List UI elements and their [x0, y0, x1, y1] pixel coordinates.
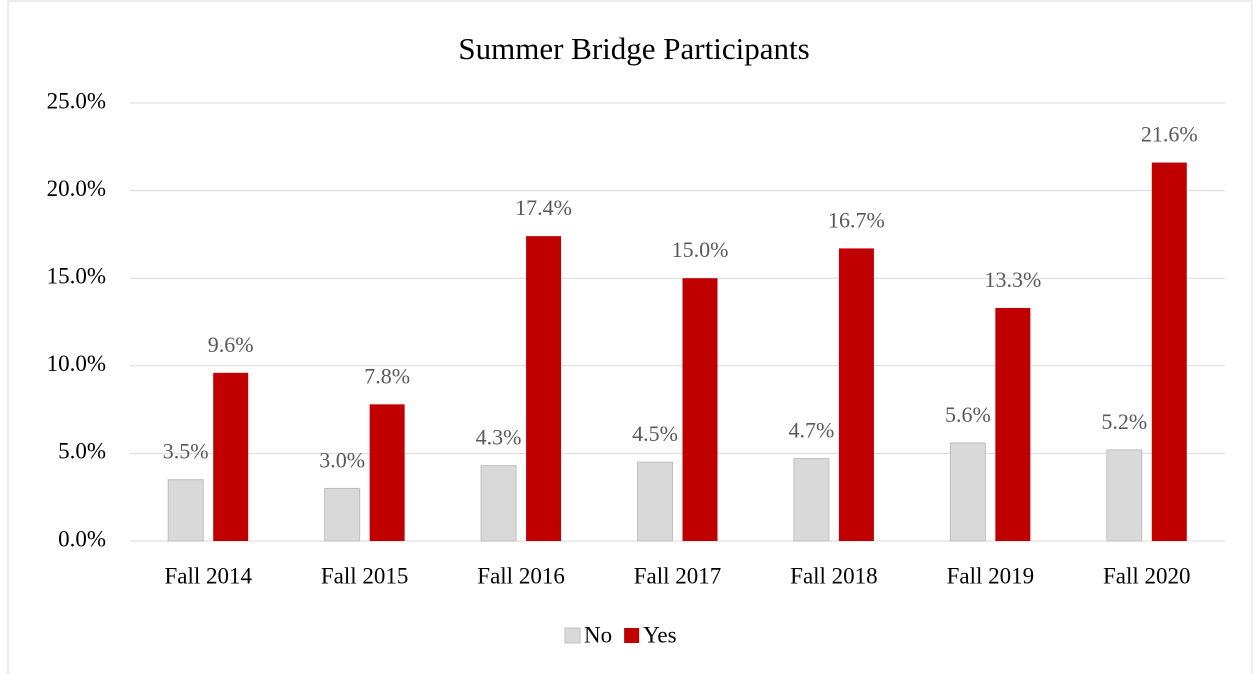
data-label: 3.5% [163, 439, 209, 464]
data-label: 4.7% [789, 418, 835, 443]
x-tick-label: Fall 2020 [1103, 563, 1191, 588]
bar [637, 461, 673, 542]
bar [526, 236, 562, 542]
y-tick-label: 10.0% [47, 351, 106, 376]
bar [480, 465, 517, 542]
x-tick-label: Fall 2015 [321, 563, 409, 588]
legend-label: Yes [643, 622, 677, 647]
data-label: 7.8% [364, 363, 410, 388]
x-tick-label: Fall 2016 [477, 563, 565, 588]
chart-title: Summer Bridge Participants [458, 31, 809, 66]
bar [324, 487, 361, 542]
data-label: 17.4% [515, 195, 572, 220]
chart-border [7, 0, 1253, 674]
legend-swatch [564, 627, 581, 644]
bar [949, 442, 986, 542]
y-tick-label: 15.0% [47, 263, 106, 288]
data-label: 21.6% [1141, 122, 1198, 147]
bar [793, 458, 830, 542]
data-label: 9.6% [208, 332, 254, 357]
x-tick-label: Fall 2019 [947, 563, 1035, 588]
bar [838, 248, 874, 541]
legend-swatch [624, 628, 640, 643]
bar [682, 278, 718, 541]
y-tick-label: 25.0% [47, 88, 106, 113]
bar [213, 372, 249, 541]
y-tick-label: 5.0% [58, 439, 106, 464]
bar [1151, 162, 1187, 541]
bar [167, 479, 204, 542]
data-label: 16.7% [828, 207, 885, 232]
y-tick-label: 20.0% [47, 176, 106, 201]
data-label: 13.3% [984, 267, 1041, 292]
y-tick-label: 0.0% [58, 526, 106, 551]
x-tick-label: Fall 2017 [634, 563, 722, 588]
data-label: 4.5% [632, 421, 678, 446]
data-label: 5.2% [1101, 409, 1147, 434]
legend-label: No [584, 622, 612, 647]
x-tick-label: Fall 2014 [164, 563, 252, 588]
x-tick-label: Fall 2018 [790, 563, 878, 588]
bar [1106, 449, 1143, 542]
bar [369, 404, 405, 541]
data-label: 5.6% [945, 402, 991, 427]
bar [995, 307, 1031, 541]
data-label: 3.0% [319, 447, 365, 472]
data-label: 4.3% [476, 425, 522, 450]
data-label: 15.0% [672, 237, 729, 262]
